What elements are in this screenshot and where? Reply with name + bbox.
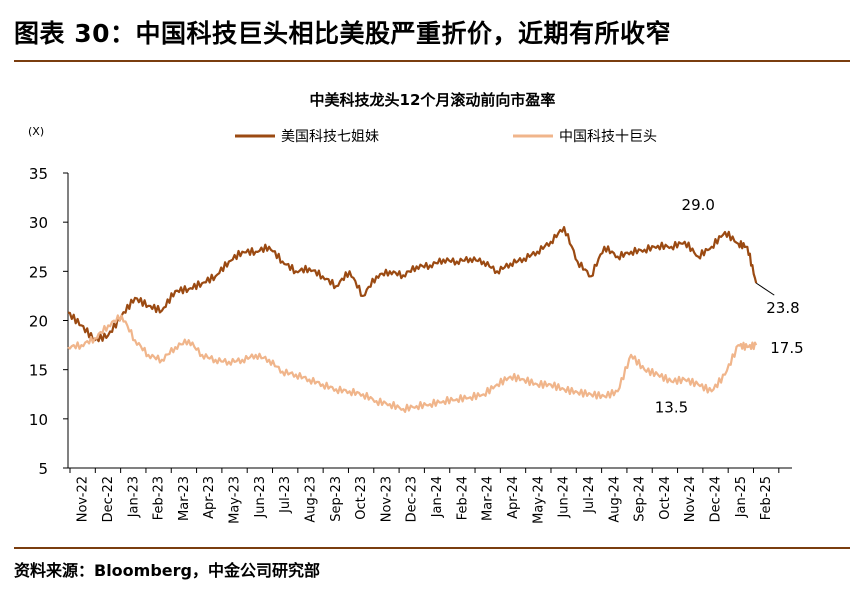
x-tick-label: Nov-24: [683, 476, 698, 522]
x-tick-label: Feb-24: [455, 476, 470, 520]
x-tick-label: Mar-23: [177, 476, 192, 521]
x-tick-label: Jul-23: [278, 476, 293, 514]
legend-label: 美国科技七姐妹: [281, 129, 379, 145]
source-note: 资料来源：Bloomberg，中金公司研究部: [14, 561, 320, 580]
x-tick-label: Feb-23: [152, 476, 167, 520]
y-tick-label: 10: [29, 411, 48, 429]
x-tick-label: Dec-22: [101, 476, 116, 522]
chart-title: 中美科技龙头12个月滚动前向市盈率: [309, 91, 556, 109]
x-tick-label: Dec-24: [709, 476, 724, 522]
x-tick-label: Sep-24: [633, 476, 648, 522]
x-tick-label: Nov-22: [76, 476, 91, 522]
x-tick-label: Jul-24: [582, 476, 597, 514]
annotation-leader: [755, 282, 775, 296]
legend-label: 中国科技十巨头: [559, 129, 657, 145]
series-line-1: [67, 314, 758, 413]
annotation-label: 29.0: [682, 196, 715, 214]
chart-series: [67, 226, 758, 413]
y-tick-label: 5: [38, 460, 48, 478]
y-tick-label: 15: [29, 362, 48, 380]
title-rule: [14, 60, 850, 62]
x-tick-label: Aug-23: [303, 476, 318, 523]
x-tick-label: Aug-24: [607, 476, 622, 523]
chart-axes: (X) 5 10 15 20 25 30 35 Nov-22 Dec-22 Jan-23 Feb-23…: [28, 125, 792, 524]
x-tick-label: Mar-24: [481, 476, 496, 521]
chart-legend: 美国科技七姐妹 中国科技十巨头: [235, 129, 657, 145]
x-tick-label: Jan-24: [430, 476, 445, 518]
x-tick-label: Jun-23: [253, 476, 268, 519]
x-tick-label: Apr-23: [202, 476, 217, 519]
x-tick-label: Jan-25: [734, 476, 749, 518]
figure-title: 图表 30：中国科技巨头相比美股严重折价，近期有所收窄: [14, 19, 671, 48]
x-tick-label: Nov-23: [379, 476, 394, 522]
x-tick-label: May-24: [531, 476, 546, 524]
x-tick-label: Jun-24: [557, 476, 572, 519]
x-tick-label: Jan-23: [126, 476, 141, 518]
footer-rule: [14, 547, 850, 549]
x-tick-label: Sep-23: [329, 476, 344, 522]
y-tick-label: 35: [29, 165, 48, 183]
annotation-label: 13.5: [655, 398, 688, 416]
x-tick-label: Apr-24: [506, 476, 521, 519]
annotation-label: 23.8: [766, 299, 799, 317]
series-line-0: [67, 226, 758, 343]
x-tick-label: Feb-25: [759, 476, 774, 520]
y-unit-label: (X): [28, 125, 44, 138]
x-tick-label: May-23: [228, 476, 243, 524]
x-tick-label: Oct-24: [658, 476, 673, 520]
annotation-label: 17.5: [770, 339, 803, 357]
y-tick-label: 20: [29, 313, 48, 331]
x-tick-label: Dec-23: [405, 476, 420, 522]
chart-annotations: 29.0 23.8 13.5 17.5: [655, 196, 804, 416]
x-tick-label: Oct-23: [354, 476, 369, 520]
y-tick-label: 30: [29, 214, 48, 232]
y-tick-label: 25: [29, 263, 48, 281]
